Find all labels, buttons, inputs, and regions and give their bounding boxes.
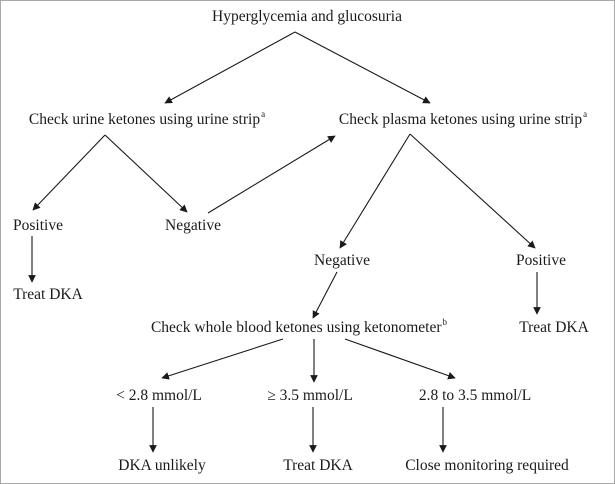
- edge-urine-to-negative: [104, 134, 188, 213]
- node-plasma-positive: Positive: [516, 252, 566, 270]
- node-label: Hyperglycemia and glucosuria: [212, 8, 402, 25]
- node-below-2-8: < 2.8 mmol/L: [116, 387, 202, 405]
- node-label: Check whole blood ketones using ketonome…: [150, 319, 442, 336]
- node-close-monitoring: Close monitoring required: [405, 457, 569, 475]
- node-check-whole-blood-ketones: Check whole blood ketones using ketonome…: [150, 317, 448, 337]
- node-urine-positive: Positive: [13, 217, 63, 235]
- edge-urine-to-positive: [32, 134, 106, 211]
- edge-root-to-urine: [164, 31, 296, 104]
- node-label: Negative: [314, 252, 370, 269]
- node-hyperglycemia-glucosuria: Hyperglycemia and glucosuria: [212, 8, 402, 26]
- node-label: ≥ 3.5 mmol/L: [267, 387, 353, 404]
- node-label: Positive: [13, 217, 63, 234]
- edge-negative-to-blood: [312, 271, 338, 319]
- node-treat-dka-center: Treat DKA: [283, 457, 353, 475]
- edge-blood-to-mid: [344, 338, 456, 380]
- node-label: Check urine ketones using urine strip: [28, 111, 261, 128]
- edge-negative-to-plasma: [207, 135, 336, 214]
- node-check-plasma-ketones: Check plasma ketones using urine stripa: [338, 109, 588, 129]
- node-label: Treat DKA: [519, 319, 589, 336]
- node-plasma-negative: Negative: [314, 252, 370, 270]
- node-label: Positive: [516, 252, 566, 269]
- node-label: Treat DKA: [283, 457, 353, 474]
- footnote-marker: b: [442, 317, 448, 327]
- node-treat-dka-left: Treat DKA: [13, 286, 83, 304]
- node-label: 2.8 to 3.5 mmol/L: [418, 387, 532, 404]
- footnote-marker: a: [261, 109, 266, 119]
- node-label: DKA unlikely: [118, 457, 206, 474]
- node-label: < 2.8 mmol/L: [116, 387, 202, 404]
- node-treat-dka-right: Treat DKA: [519, 319, 589, 337]
- node-label: Negative: [165, 217, 221, 234]
- node-check-urine-ketones: Check urine ketones using urine stripa: [28, 109, 266, 129]
- edge-plasma-to-negative: [339, 133, 411, 249]
- edge-blood-to-low: [161, 338, 284, 380]
- edge-root-to-plasma: [294, 31, 431, 104]
- node-at-least-3-5: ≥ 3.5 mmol/L: [267, 387, 353, 405]
- node-label: Check plasma ketones using urine strip: [338, 111, 583, 128]
- node-2-8-to-3-5: 2.8 to 3.5 mmol/L: [419, 387, 531, 405]
- node-dka-unlikely: DKA unlikely: [118, 457, 205, 475]
- edge-plasma-to-positive: [409, 133, 536, 249]
- node-label: Treat DKA: [13, 286, 83, 303]
- node-label: Close monitoring required: [405, 457, 569, 474]
- footnote-marker: a: [583, 109, 588, 119]
- node-urine-negative: Negative: [165, 217, 221, 235]
